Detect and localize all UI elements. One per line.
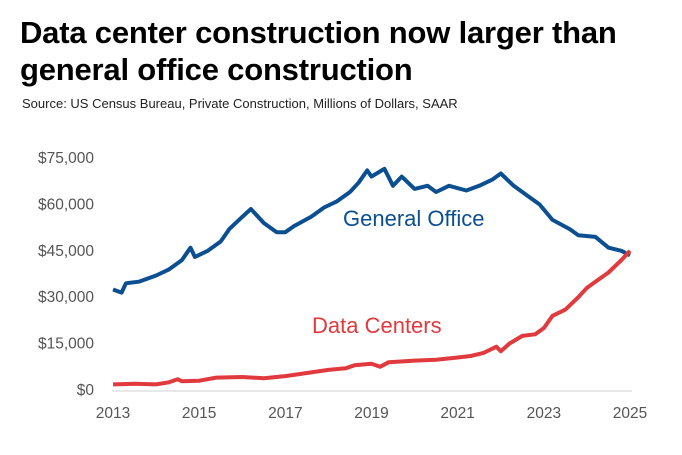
series-line-data-centers bbox=[112, 249, 632, 387]
x-tick-label: 2021 bbox=[440, 405, 474, 422]
y-tick-label: $60,000 bbox=[38, 196, 94, 213]
chart-subtitle: Source: US Census Bureau, Private Constr… bbox=[22, 96, 458, 111]
y-tick-label: $0 bbox=[77, 382, 95, 399]
y-tick-label: $75,000 bbox=[38, 150, 94, 167]
x-tick-label: 2013 bbox=[96, 405, 130, 422]
x-tick-label: 2019 bbox=[354, 405, 388, 422]
x-tick-label: 2025 bbox=[613, 405, 647, 422]
y-tick-label: $45,000 bbox=[38, 243, 94, 260]
x-tick-label: 2023 bbox=[527, 405, 561, 422]
x-tick-label: 2017 bbox=[268, 405, 302, 422]
y-tick-label: $15,000 bbox=[38, 336, 94, 353]
series-label-data-centers: Data Centers bbox=[312, 313, 442, 338]
series-line-general-office bbox=[112, 166, 631, 295]
x-tick-label: 2015 bbox=[182, 405, 216, 422]
y-tick-label: $30,000 bbox=[38, 289, 94, 306]
series-label-general-office: General Office bbox=[343, 206, 484, 231]
chart-title: Data center construction now larger than… bbox=[20, 15, 617, 87]
